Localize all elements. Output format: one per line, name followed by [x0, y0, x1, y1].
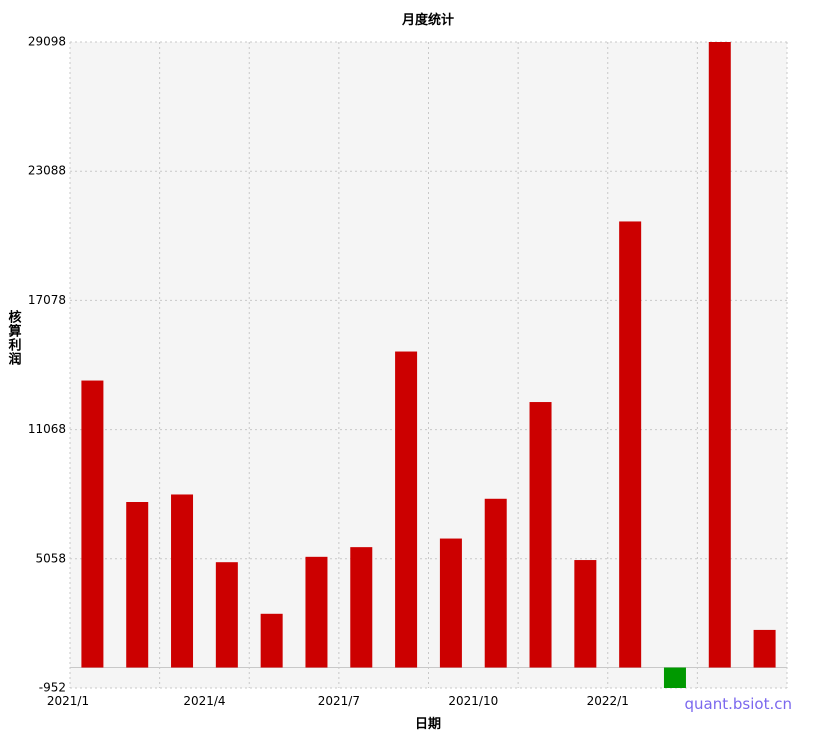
bar-2021/7: [350, 547, 373, 668]
x-tick-label: 2021/7: [318, 694, 360, 708]
bars-group: [81, 42, 776, 688]
x-tick-label: 2021/1: [47, 694, 89, 708]
y-tick-label: 29098: [28, 35, 66, 49]
bar-2021/2: [126, 502, 149, 668]
y-tick-labels: -952 5058 11068 17078 23088 29098: [28, 35, 66, 695]
y-tick-label: -952: [39, 681, 66, 695]
y-tick-label: 11068: [28, 422, 66, 436]
bar-2021/5: [260, 613, 283, 668]
y-axis-title: 核算利润: [6, 309, 22, 366]
bar-2022/4: [753, 629, 776, 668]
bar-2021/6: [305, 556, 328, 668]
bar-2021/9: [439, 538, 462, 668]
bar-2022/3: [708, 42, 731, 668]
y-tick-label: 5058: [35, 551, 66, 565]
x-tick-labels: 2021/1 2021/4 2021/7 2021/10 2022/1: [47, 694, 629, 708]
chart-title: 月度统计: [401, 12, 454, 28]
x-axis-title: 日期: [415, 717, 441, 732]
x-tick-label: 2021/4: [183, 694, 225, 708]
y-tick-label: 17078: [28, 293, 66, 307]
x-tick-label: 2022/1: [587, 694, 629, 708]
bar-2022/2: [663, 667, 686, 688]
bar-2021/4: [215, 562, 238, 668]
bar-2021/10: [484, 498, 507, 668]
bar-2022/1: [619, 221, 642, 668]
watermark-text: quant.bsiot.cn: [685, 695, 792, 713]
bar-2021/11: [529, 402, 552, 668]
bar-2021/8: [395, 351, 418, 668]
bar-2021/1: [81, 380, 104, 668]
y-tick-label: 23088: [28, 164, 66, 178]
x-tick-label: 2021/10: [448, 694, 498, 708]
bar-2021/12: [574, 560, 597, 668]
bar-2021/3: [171, 494, 194, 668]
